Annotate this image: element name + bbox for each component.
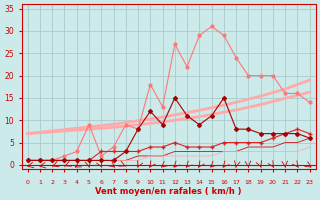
- X-axis label: Vent moyen/en rafales ( km/h ): Vent moyen/en rafales ( km/h ): [95, 187, 242, 196]
